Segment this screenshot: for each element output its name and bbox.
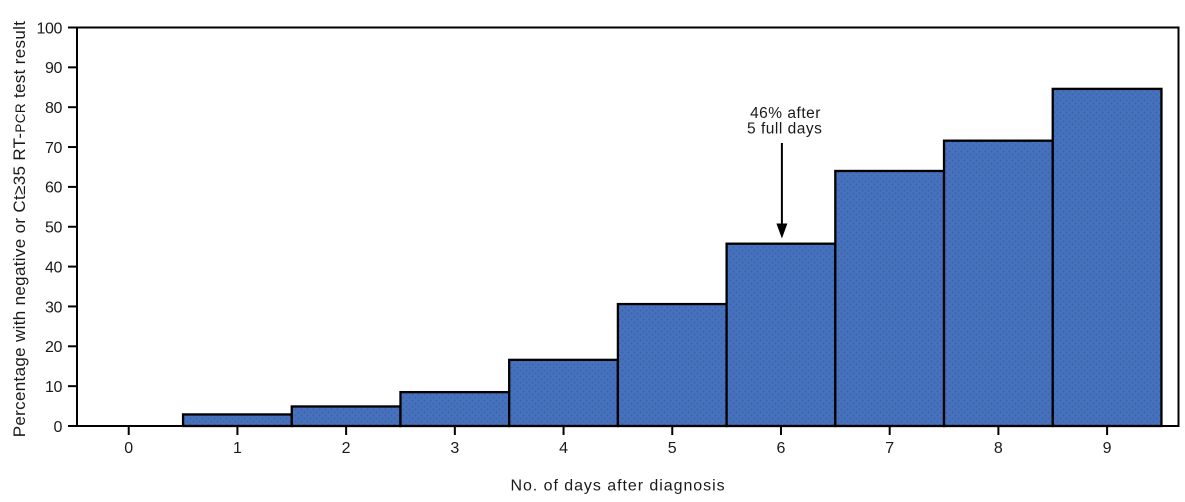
svg-text:70: 70 [45,140,62,157]
svg-text:90: 90 [45,60,62,77]
svg-text:3: 3 [450,440,459,457]
svg-text:5: 5 [668,440,677,457]
svg-text:Percentage with negative or Ct: Percentage with negative or Ct≥35 RT-PCR… [10,21,29,438]
svg-text:80: 80 [45,100,62,117]
svg-text:9: 9 [1103,440,1112,457]
svg-text:40: 40 [45,259,62,276]
svg-text:46% after: 46% after [750,105,821,122]
svg-text:1: 1 [233,440,242,457]
svg-text:2: 2 [342,440,351,457]
svg-text:20: 20 [45,339,62,356]
svg-text:5 full days: 5 full days [747,121,822,138]
svg-text:0: 0 [54,419,63,436]
svg-text:No. of days after diagnosis: No. of days after diagnosis [510,478,725,495]
svg-text:6: 6 [777,440,786,457]
svg-text:50: 50 [45,220,62,237]
svg-text:7: 7 [885,440,894,457]
svg-text:100: 100 [37,20,63,37]
svg-text:8: 8 [994,440,1003,457]
svg-text:30: 30 [45,299,62,316]
svg-text:4: 4 [559,440,568,457]
svg-text:0: 0 [124,440,133,457]
svg-text:10: 10 [45,379,62,396]
svg-text:60: 60 [45,180,62,197]
